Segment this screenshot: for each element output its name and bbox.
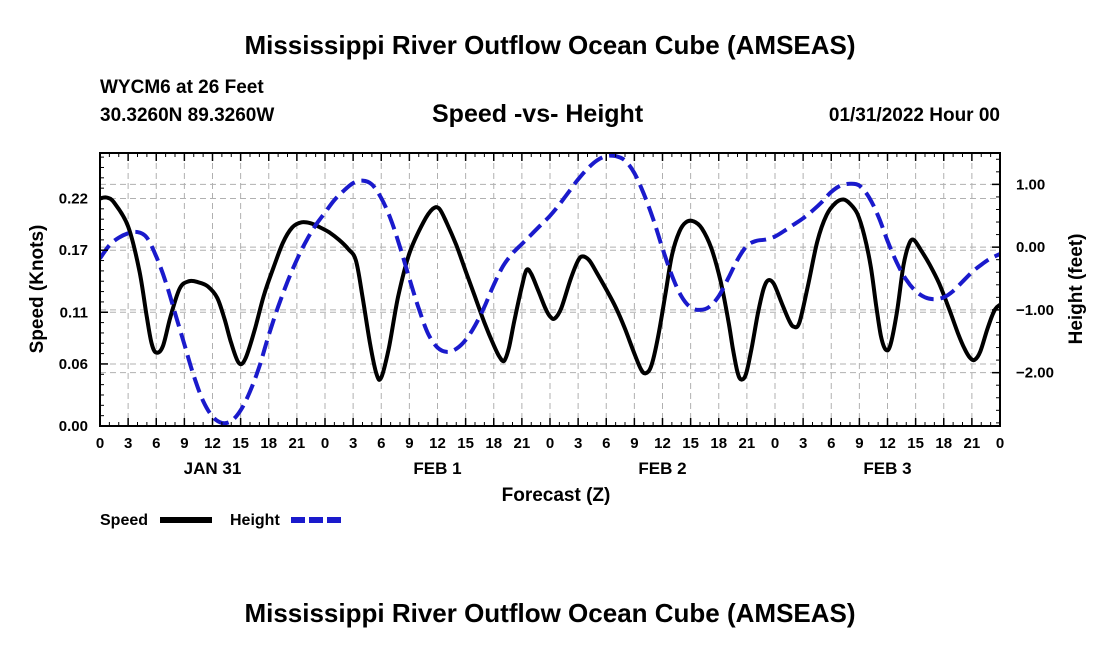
x-tick-label: 12 [204,435,221,452]
x-tick-label: 15 [232,435,249,452]
x-tick-label: 6 [602,435,610,452]
legend: Speed Height [100,512,343,529]
x-tick-label: 0 [96,435,104,452]
day-label: FEB 1 [413,459,461,478]
series-clip-height [100,153,1000,426]
legend-height-label: Height [230,512,280,529]
x-tick-label: 18 [710,435,727,452]
y-tick-label: 0.17 [59,242,88,259]
x-tick-label: 15 [907,435,924,452]
y-tick-label: 0.22 [59,191,88,208]
x-tick-label: 0 [321,435,329,452]
x-tick-label: 18 [485,435,502,452]
axis-ticks: 0 3 6 9 12 15 18 21 0 3 6 9 12 15 18 21 0 3 6 9 12 15 18 21 0 3 6 9… [59,153,1054,478]
main-title: Mississippi River Outflow Ocean Cube (AM… [244,30,856,60]
y2-tick-label: −1.00 [1016,302,1054,319]
x-tick-label: 18 [935,435,952,452]
x-tick-label: 21 [739,435,756,452]
y2-axis-label: Height (feet) [1066,234,1087,345]
x-tick-label: 0 [546,435,554,452]
station-label: WYCM6 at 26 Feet [100,77,264,98]
series-lines [100,153,1000,426]
x-tick-label: 12 [429,435,446,452]
x-tick-label: 6 [827,435,835,452]
y-tick-label: 0.06 [59,356,88,373]
x-axis-label: Forecast (Z) [502,485,611,506]
x-tick-label: 3 [124,435,132,452]
y2-tick-label: −2.00 [1016,365,1054,382]
x-tick-label: 21 [514,435,531,452]
y-tick-label: 0.00 [59,418,88,435]
x-tick-label: 6 [152,435,160,452]
forecast-date: 01/31/2022 Hour 00 [828,105,1000,126]
y-tick-label: 0.11 [60,304,88,321]
series-clip-speed [100,195,1000,382]
x-tick-label: 0 [771,435,779,452]
coordinates-label: 30.3260N 89.3260W [100,105,275,126]
legend-speed-label: Speed [100,512,148,529]
day-label: FEB 3 [863,459,911,478]
plot-title: Speed -vs- Height [432,100,644,128]
x-tick-label: 3 [799,435,807,452]
x-tick-label: 21 [289,435,306,452]
bottom-title: Mississippi River Outflow Ocean Cube (AM… [244,598,856,628]
day-label: FEB 2 [638,459,686,478]
series-line-speed [100,195,1000,382]
x-tick-label: 9 [855,435,863,452]
x-tick-label: 3 [574,435,582,452]
x-tick-label: 12 [654,435,671,452]
y-axis-label: Speed (Knots) [27,225,48,354]
y2-tick-label: 0.00 [1016,239,1045,256]
y2-tick-label: 1.00 [1016,176,1045,193]
x-tick-label: 9 [180,435,188,452]
x-tick-label: 12 [879,435,896,452]
day-label: JAN 31 [184,459,242,478]
x-tick-label: 15 [457,435,474,452]
series-line-height [100,153,1000,426]
x-tick-label: 3 [349,435,357,452]
x-tick-label: 18 [260,435,277,452]
x-tick-label: 9 [630,435,638,452]
grid-lines [100,153,1000,426]
x-tick-label: 0 [996,435,1004,452]
x-tick-label: 9 [405,435,413,452]
x-tick-label: 6 [377,435,385,452]
x-tick-label: 21 [964,435,981,452]
x-tick-label: 15 [682,435,699,452]
